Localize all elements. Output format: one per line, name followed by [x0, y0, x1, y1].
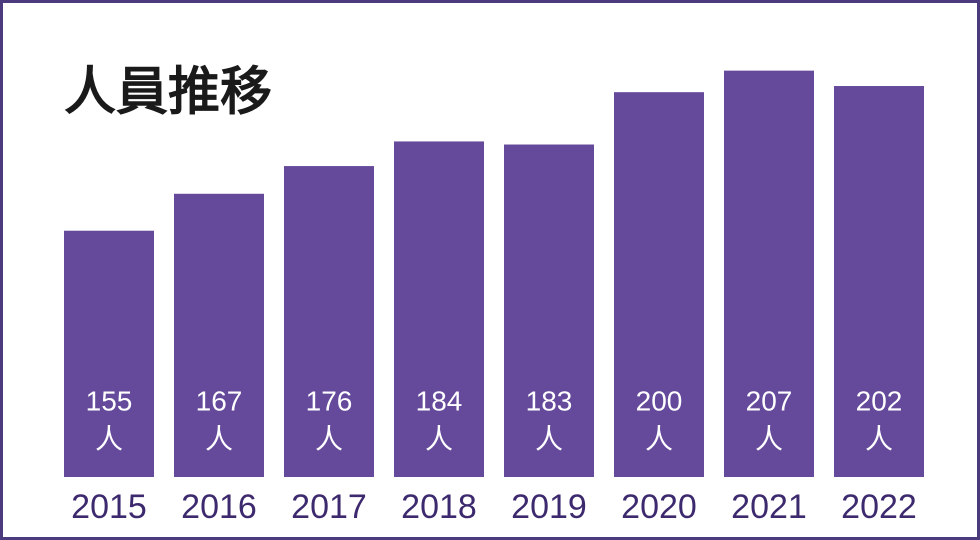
value-label: 200 — [636, 385, 683, 416]
unit-label: 人 — [645, 423, 673, 454]
unit-label: 人 — [535, 423, 563, 454]
value-label: 155 — [86, 385, 133, 416]
value-label: 202 — [856, 385, 903, 416]
bar — [724, 70, 814, 477]
bar — [284, 166, 374, 478]
unit-label: 人 — [315, 423, 343, 454]
bar — [834, 86, 924, 478]
x-tick-label: 2015 — [71, 488, 147, 526]
unit-label: 人 — [865, 423, 893, 454]
unit-label: 人 — [95, 423, 123, 454]
x-tick-label: 2019 — [511, 488, 587, 526]
value-label: 176 — [306, 385, 353, 416]
unit-label: 人 — [755, 423, 783, 454]
value-label: 184 — [416, 385, 463, 416]
x-tick-label: 2022 — [841, 488, 917, 526]
x-tick-label: 2016 — [181, 488, 257, 526]
x-tick-label: 2020 — [621, 488, 697, 526]
bar — [394, 141, 484, 477]
value-label: 183 — [526, 385, 573, 416]
bar — [504, 144, 594, 477]
x-tick-label: 2017 — [291, 488, 367, 526]
bar — [614, 92, 704, 477]
x-tick-label: 2018 — [401, 488, 477, 526]
bar — [64, 230, 154, 477]
bar — [174, 193, 264, 477]
chart-title: 人員推移 — [64, 64, 272, 122]
value-label: 167 — [196, 385, 243, 416]
unit-label: 人 — [205, 423, 233, 454]
unit-label: 人 — [425, 423, 453, 454]
x-tick-label: 2021 — [731, 488, 807, 526]
value-label: 207 — [746, 385, 793, 416]
